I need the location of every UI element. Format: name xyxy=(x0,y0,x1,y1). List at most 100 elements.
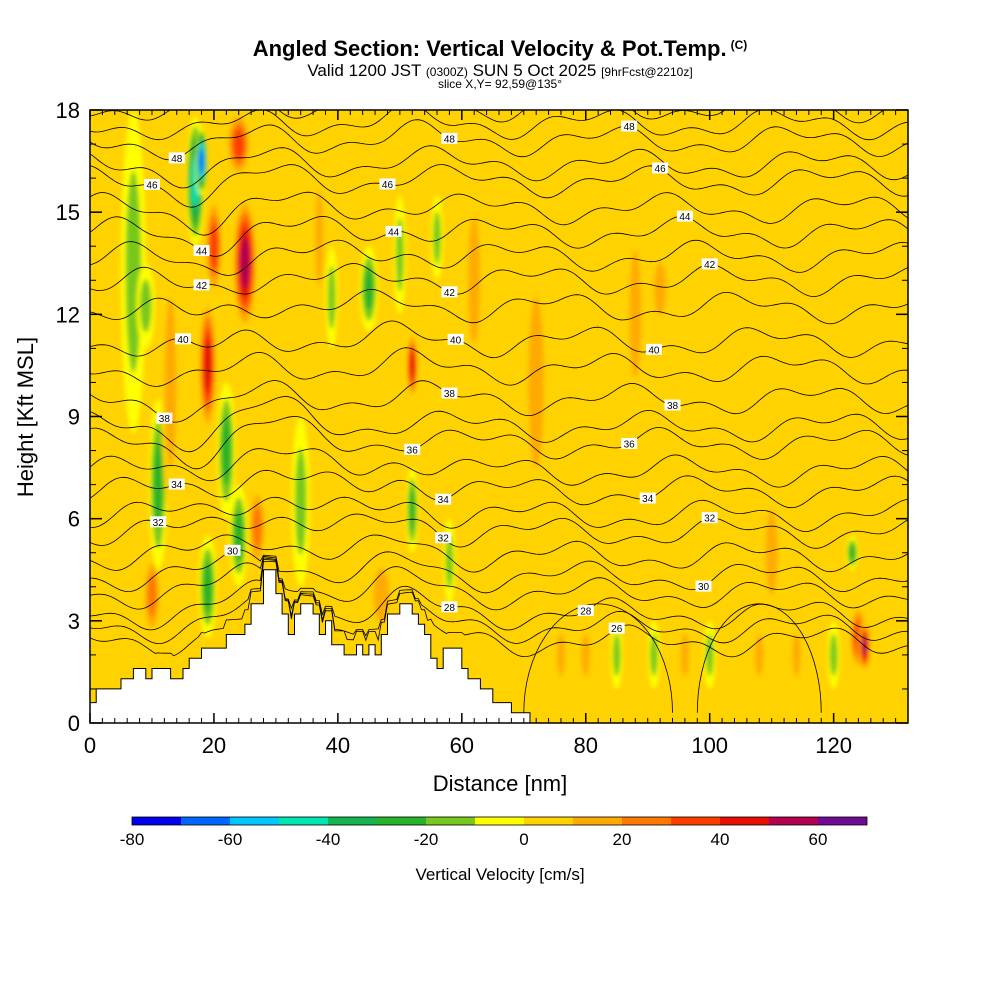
valid-date: SUN 5 Oct 2025 xyxy=(472,61,597,80)
colorbar-swatch xyxy=(426,817,475,825)
svg-text:32: 32 xyxy=(153,518,165,529)
velocity-cell-layer xyxy=(629,250,642,379)
contour-label: 38 xyxy=(441,387,458,400)
svg-text:44: 44 xyxy=(196,247,208,258)
contour-label: 26 xyxy=(608,622,625,635)
velocity-cell-layer xyxy=(240,237,250,289)
svg-text:32: 32 xyxy=(704,514,716,525)
velocity-cell-layer xyxy=(765,510,778,596)
x-tick-label: 120 xyxy=(815,733,852,758)
y-tick-label: 3 xyxy=(68,609,80,634)
chart-title-text: Angled Section: Vertical Velocity & Pot.… xyxy=(252,36,727,61)
colorbar-swatch xyxy=(524,817,573,825)
units-tag: (C) xyxy=(730,38,748,52)
svg-text:42: 42 xyxy=(704,260,716,271)
colorbar-tick-label: 0 xyxy=(519,830,528,849)
contour-label: 42 xyxy=(441,286,458,299)
colorbar-tick-label: -80 xyxy=(120,830,145,849)
colorbar-swatch xyxy=(818,817,867,825)
velocity-cell xyxy=(406,467,419,553)
y-tick-label: 18 xyxy=(56,98,80,123)
colorbar-tick-label: 20 xyxy=(613,830,632,849)
velocity-cell-layer xyxy=(557,633,565,677)
colorbar-tick-label: -20 xyxy=(414,830,439,849)
velocity-cell-layer xyxy=(364,267,374,311)
svg-text:34: 34 xyxy=(171,480,183,491)
svg-text:38: 38 xyxy=(667,401,679,412)
velocity-cell xyxy=(198,297,218,434)
contour-label: 38 xyxy=(156,412,173,425)
contour-label: 40 xyxy=(645,343,662,356)
velocity-cell xyxy=(325,246,338,349)
x-tick-label: 0 xyxy=(84,733,96,758)
velocity-cell-layer xyxy=(612,633,621,677)
velocity-cell-layer xyxy=(153,442,163,528)
velocity-cell-layer xyxy=(829,633,838,677)
theta-contour-47 xyxy=(90,145,908,189)
colorbar-swatch xyxy=(279,817,328,825)
svg-text:44: 44 xyxy=(388,227,400,238)
contour-label: 40 xyxy=(447,333,464,346)
theta-contour-38 xyxy=(90,380,908,423)
contour-label: 48 xyxy=(441,132,458,145)
velocity-cell-layer xyxy=(373,568,390,622)
velocity-cell xyxy=(647,620,661,689)
velocity-cell-layer xyxy=(164,297,177,468)
y-axis-label: Height [Kft MSL] xyxy=(13,337,38,497)
theta-contour-32 xyxy=(90,513,908,549)
velocity-cell-layer xyxy=(294,448,307,555)
svg-text:46: 46 xyxy=(655,164,667,175)
colorbar-label: Vertical Velocity [cm/s] xyxy=(415,865,584,884)
theta-contour-36 xyxy=(90,415,908,470)
velocity-cell-layer xyxy=(147,574,157,617)
contour-label: 30 xyxy=(224,544,241,557)
svg-text:44: 44 xyxy=(679,212,691,223)
velocity-cell xyxy=(678,620,692,689)
terrain xyxy=(89,569,908,724)
y-tick-label: 6 xyxy=(68,507,80,532)
colorbar-tick-label: -40 xyxy=(316,830,341,849)
theta-contour-33 xyxy=(90,496,908,532)
velocity-cell-layer xyxy=(125,170,142,373)
theta-contour-35 xyxy=(90,448,908,488)
velocity-cell xyxy=(610,620,623,689)
velocity-cell-layer xyxy=(409,351,415,380)
colorbar-swatch xyxy=(230,817,279,825)
colorbar-tick-label: 60 xyxy=(809,830,828,849)
colorbar-swatch xyxy=(671,817,720,825)
svg-text:28: 28 xyxy=(444,603,456,614)
contour-label: 34 xyxy=(435,493,452,506)
y-tick-label: 9 xyxy=(68,405,80,430)
contour-label: 46 xyxy=(143,178,160,191)
colorbar-tick-label: 40 xyxy=(711,830,730,849)
contour-label: 28 xyxy=(441,601,458,614)
theta-contour-39 xyxy=(90,347,908,387)
colorbar-tick-label: -60 xyxy=(218,830,243,849)
theta-contour-34 xyxy=(90,469,908,509)
theta-contour-44 xyxy=(90,215,908,257)
x-axis-label: Distance [nm] xyxy=(433,771,568,796)
velocity-cell-layer xyxy=(252,505,262,549)
svg-text:26: 26 xyxy=(611,624,623,635)
colorbar-swatch xyxy=(132,817,181,825)
velocity-cell-layer xyxy=(755,633,764,677)
theta-contour-48 xyxy=(90,119,908,161)
contour-label: 34 xyxy=(639,492,656,505)
velocity-cell xyxy=(204,195,224,298)
velocity-cell-layer xyxy=(327,265,336,330)
svg-text:28: 28 xyxy=(580,606,592,617)
theta-contour-27 xyxy=(90,559,908,645)
contour-label: 30 xyxy=(695,580,712,593)
svg-text:46: 46 xyxy=(382,180,394,191)
theta-contour-42 xyxy=(90,263,908,297)
velocity-cell xyxy=(762,484,781,621)
colorbar-swatch xyxy=(181,817,230,825)
velocity-cell xyxy=(753,620,766,689)
contour-label: 48 xyxy=(621,120,638,133)
velocity-cell-layer xyxy=(581,633,590,677)
x-tick-label: 100 xyxy=(691,733,728,758)
velocity-cell-layer xyxy=(445,534,454,588)
velocity-cell xyxy=(430,195,444,281)
